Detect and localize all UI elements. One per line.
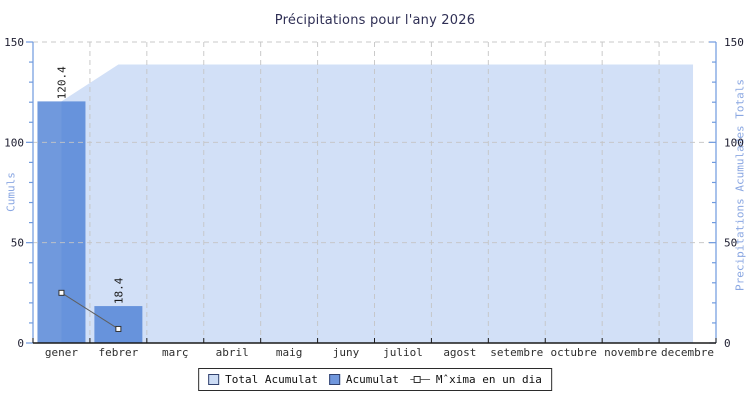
bar-value-label: 120.4 [55, 66, 68, 99]
line-marker-swatch-icon [409, 376, 430, 383]
x-tick-label-month: juliol [383, 346, 423, 359]
y-tick-label-right: 150 [724, 36, 744, 49]
x-tick-label-month: maig [276, 346, 303, 359]
x-tick-label-month: setembre [490, 346, 543, 359]
legend-item-acumulat: Acumulat [328, 373, 399, 386]
legend-label: Total Acumulat [225, 373, 318, 386]
legend-label: Acumulat [345, 373, 399, 386]
area-swatch-icon [208, 374, 220, 385]
y-tick-label-right: 100 [724, 136, 744, 149]
chart-title: Précipitations pour l'any 2026 [274, 13, 476, 28]
line-series-maxima [61, 292, 119, 330]
x-tick-label-month: agost [443, 346, 476, 359]
legend-item-total-acumulat: Total Acumulat [208, 373, 318, 386]
legend-box: Total Acumulat Acumulat Mˆxima en un dia [198, 368, 552, 391]
legend-item-maxima: Mˆxima en un dia [409, 373, 542, 386]
bar-acumulat-gener [37, 101, 86, 343]
y-tick-label-right: 0 [724, 337, 731, 350]
y-tick-label-left: 50 [11, 237, 24, 250]
bar-value-label: 18.4 [112, 277, 125, 304]
square-marker [115, 325, 122, 332]
x-tick-label-month: març [162, 346, 189, 359]
y-tick-label-left: 150 [4, 36, 24, 49]
y-tick-label-left: 0 [17, 337, 24, 350]
legend-label: Mˆxima en un dia [435, 373, 542, 386]
x-tick-label-month: juny [333, 346, 360, 359]
square-marker [58, 289, 65, 296]
x-tick-label-month: novembre [604, 346, 657, 359]
x-tick-label-month: octubre [551, 346, 597, 359]
y-tick-label-right: 50 [724, 237, 737, 250]
bar-acumulat-febrer [94, 306, 143, 343]
x-tick-label-month: febrer [99, 346, 139, 359]
area-series-total-acumulat [61, 64, 694, 343]
x-tick-label-month: gener [45, 346, 78, 359]
bar-swatch-icon [328, 374, 340, 385]
x-tick-label-month: decembre [661, 346, 714, 359]
y-tick-label-left: 100 [4, 136, 24, 149]
x-tick-label-month: abril [216, 346, 249, 359]
